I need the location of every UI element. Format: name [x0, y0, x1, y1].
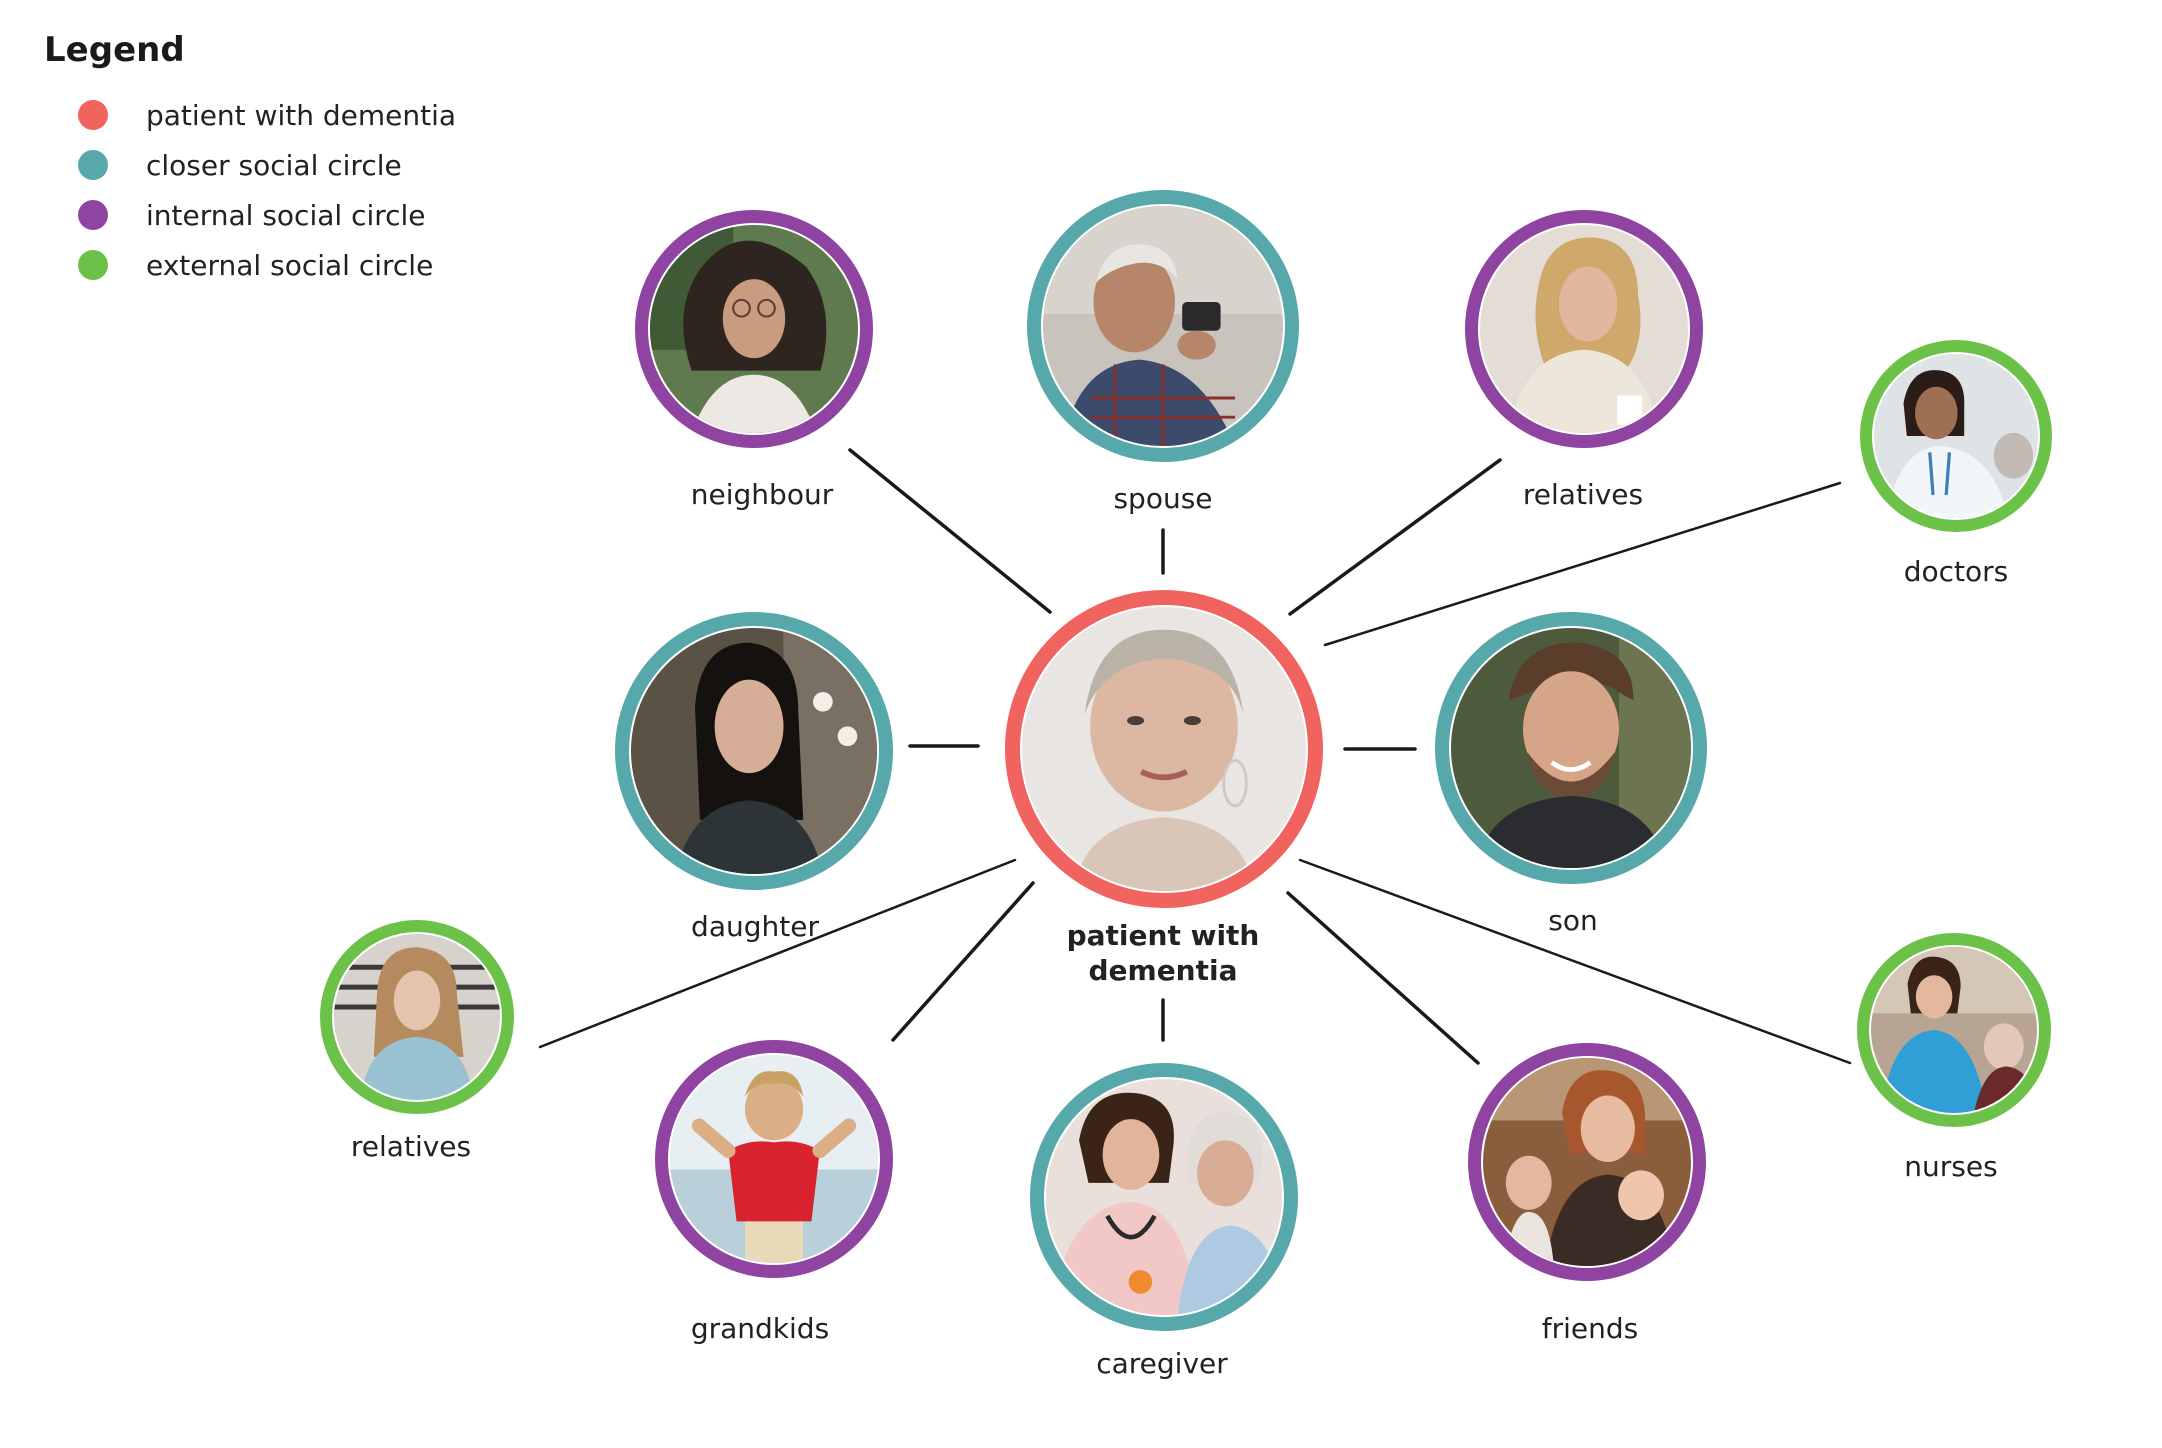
- legend-dot-closer: [78, 150, 108, 180]
- node-daughter: [615, 612, 893, 890]
- legend-item-external: external social circle: [78, 245, 433, 285]
- friends-portrait: [1483, 1058, 1691, 1266]
- link-friends: [1286, 891, 1480, 1065]
- legend-item-closer: closer social circle: [78, 145, 402, 185]
- legend-label: closer social circle: [146, 148, 402, 182]
- legend-dot-patient: [78, 100, 108, 130]
- node-relatives-left: [320, 920, 514, 1114]
- node-label-nurses: nurses: [1904, 1150, 1998, 1183]
- node-label-relatives-top: relatives: [1522, 478, 1644, 511]
- patient-portrait: [1022, 607, 1306, 891]
- link-doctors: [1323, 481, 1842, 647]
- node-neighbour: [635, 210, 873, 448]
- legend-dot-internal: [78, 200, 108, 230]
- link-nurses: [1298, 858, 1852, 1065]
- node-label-friends: friends: [1541, 1312, 1639, 1345]
- legend-label: external social circle: [146, 248, 434, 282]
- node-label-relatives-left: relatives: [350, 1130, 472, 1163]
- relatives-top-portrait: [1480, 225, 1688, 433]
- node-label-daughter: daughter: [691, 910, 819, 943]
- node-relatives-top: [1465, 210, 1703, 448]
- node-doctors: [1860, 340, 2052, 532]
- node-patient: [1005, 590, 1323, 908]
- node-caregiver: [1030, 1063, 1298, 1331]
- relatives-left-portrait: [334, 934, 500, 1100]
- neighbour-portrait: [650, 225, 858, 433]
- grandkids-portrait: [670, 1055, 878, 1263]
- node-label-spouse: spouse: [1113, 482, 1213, 515]
- node-label-patient: patient with dementia: [1066, 919, 1260, 987]
- son-portrait: [1451, 628, 1691, 868]
- node-spouse: [1027, 190, 1299, 462]
- node-nurses: [1857, 933, 2051, 1127]
- node-grandkids: [655, 1040, 893, 1278]
- legend-item-internal: internal social circle: [78, 195, 426, 235]
- node-label-neighbour: neighbour: [690, 478, 834, 511]
- node-label-doctors: doctors: [1903, 555, 2009, 588]
- spouse-portrait: [1043, 206, 1283, 446]
- link-relatives-left: [538, 858, 1017, 1049]
- node-label-son: son: [1548, 904, 1598, 937]
- link-relatives-top: [1288, 458, 1502, 616]
- doctors-portrait: [1874, 354, 2038, 518]
- node-label-grandkids: grandkids: [690, 1312, 830, 1345]
- link-neighbour: [848, 448, 1052, 614]
- legend-title: Legend: [44, 30, 185, 70]
- legend-dot-external: [78, 250, 108, 280]
- legend-item-patient: patient with dementia: [78, 95, 456, 135]
- caregiver-portrait: [1046, 1079, 1282, 1315]
- nurses-portrait: [1871, 947, 2037, 1113]
- node-label-caregiver: caregiver: [1096, 1347, 1228, 1380]
- node-son: [1435, 612, 1707, 884]
- legend-label: patient with dementia: [146, 98, 457, 132]
- legend-label: internal social circle: [146, 198, 426, 232]
- link-grandkids: [891, 881, 1035, 1042]
- node-friends: [1468, 1043, 1706, 1281]
- daughter-portrait: [631, 628, 877, 874]
